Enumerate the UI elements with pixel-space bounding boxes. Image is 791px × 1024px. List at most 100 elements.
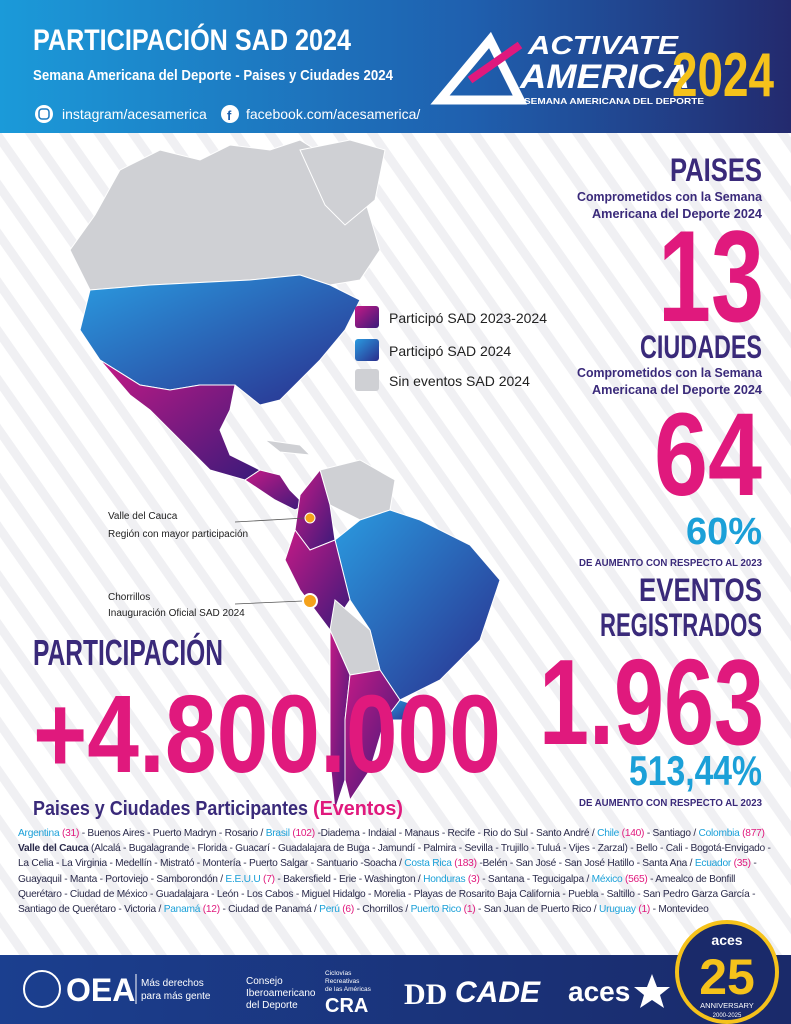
country: México [591,873,623,885]
footer-logos: OEA Más derechos para más gente Consejo … [23,920,779,1024]
cities: - Chorrillos / [356,904,409,916]
facebook-handle[interactable]: facebook.com/acesamerica/ [246,106,420,122]
annotation-line [234,600,304,605]
cities: - Guayaquil - Manta - Portoviejo - Sambo… [18,858,757,885]
event-count: (565) [625,873,648,885]
participants-heading-em: (Eventos) [313,798,403,820]
legend-swatch [355,306,379,328]
ciudades-desc: Comprometidos con la Semana [577,365,763,380]
oea-tag: para más gente [141,991,211,1002]
oea-logo: OEA [66,972,135,1008]
region: Valle del Cauca [18,843,89,855]
cid-text: del Deporte [246,1000,298,1011]
ciudades-title: CIUDADES [640,329,762,365]
annotation-dot [304,512,316,524]
cities: - Bakersfield - Erie - Washington / [277,873,421,885]
cities: - Amealco de Bonfill Querétaro - Ciudad … [18,873,756,916]
logo-tagline: SEMANA AMERICANA DEL DEPORTE [524,96,704,106]
cities: - Ciudad de Panamá / [222,904,317,916]
eventos-increase: 513,44% [629,747,762,794]
eventos-title: REGISTRADOS [600,607,762,643]
facebook-glyph: f [227,108,232,123]
country: Costa Rica [404,858,452,870]
country: Uruguay [598,904,636,916]
event-count: (102) [292,828,315,839]
map-greenland [299,139,386,226]
legend-swatch [355,339,379,361]
legend-label: Participó SAD 2023-2024 [389,310,547,326]
header-band [0,0,791,133]
participants-heading: Paises y Ciudades Participantes [33,798,308,820]
annotation-text: Inauguración Oficial SAD 2024 [108,608,245,619]
annotation-title: Valle del Cauca [108,511,178,522]
cities: - Santana - Tegucigalpa / [482,873,590,885]
paises-title: PAISES [670,152,762,188]
eventos-value: 1.963 [539,634,764,770]
instagram-handle[interactable]: instagram/acesamerica [62,106,207,122]
aces-star [634,974,670,1008]
event-count: (877) [742,828,765,839]
event-count: (7) [263,873,275,885]
cities: - San Juan de Puerto Rico / [477,904,597,916]
eventos-note: DE AUMENTO CON RESPECTO AL 2023 [579,798,762,809]
map-argentina [344,669,401,802]
event-count: (140) [621,828,645,839]
logo-line1: ACTIVATE [527,30,679,60]
dd-logo: DD [404,978,447,1011]
event-count: (12) [202,904,220,916]
logo-year: 2024 [672,41,774,110]
paises-value: 13 [658,203,764,349]
event-count: (3) [467,873,480,885]
badge [675,920,779,1024]
map-caribbean [263,439,312,456]
cities: - Santiago / [646,828,696,839]
event-count: (1) [638,904,651,916]
country: Perú [319,904,340,916]
participants-list: Argentina (31) - Buenos Aires - Puerto M… [18,826,776,917]
oea-tag: Más derechos [141,978,204,989]
cade-logo: CADE [455,976,541,1009]
event-count: (183) [454,858,477,870]
cra-logo: CRA [325,995,368,1017]
annotation-text: Región con mayor participación [108,529,248,540]
country: Ecuador [694,858,732,870]
logo-mark [430,31,528,105]
logo-swoosh [467,41,523,84]
cra-text: Ciclovías [325,970,352,977]
country: Chile [597,828,620,839]
cities: -Belén - San José - San José Hatillo - S… [479,858,693,870]
cities: - Buenos Aires - Puerto Madryn - Rosario… [81,828,264,839]
cra-text: Recreativas [325,978,360,985]
instagram-icon [35,105,53,123]
instagram-glyph [38,108,50,120]
subtitle: Semana Americana del Deporte - Paises y … [33,67,394,84]
country: E.E.U.U [225,873,261,885]
country: Honduras [423,873,466,885]
title: PARTICIPACIÓN SAD 2024 [33,23,351,57]
event-count: (1) [463,904,476,916]
legend-swatch [355,369,379,391]
country: Brasil [265,828,290,839]
ciudades-desc: Americana del Deporte 2024 [592,382,763,397]
stats: PAISES Comprometidos con la Semana Ameri… [539,152,764,809]
map-uruguay [384,699,416,721]
annotation-dot [302,593,318,609]
event-count: (31) [61,828,80,839]
legend-label: Participó SAD 2024 [389,343,511,359]
country: Puerto Rico [410,904,462,916]
ciudades-value: 64 [654,389,762,521]
map-central-america [244,469,306,511]
ciudades-increase: 60% [686,511,762,553]
eventos-title: EVENTOS [639,572,762,608]
badge-top: aces [711,932,742,948]
map [69,139,501,811]
facebook-icon [221,105,239,123]
event-count: (6) [342,904,354,916]
badge-years: 2000-2025 [713,1013,742,1019]
cid-text: Consejo [246,976,283,987]
badge-number: 25 [699,949,755,1005]
participation-title: PARTICIPACIÓN [33,631,223,673]
badge-text: ANNIVERSARY [700,1001,754,1010]
logo: ACTIVATE AMERICA 2024 SEMANA AMERICANA D… [430,30,774,110]
